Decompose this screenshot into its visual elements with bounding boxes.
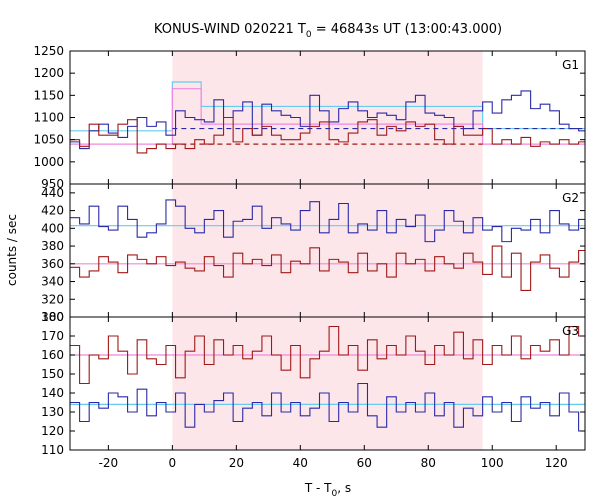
y-tick-label: 1150 xyxy=(33,88,64,102)
y-tick-label: 380 xyxy=(41,239,64,253)
y-tick-label: 360 xyxy=(41,257,64,271)
xlabel-prefix: T - T xyxy=(304,481,332,495)
panel-label: G2 xyxy=(562,191,579,205)
xlabel-subscript: 0 xyxy=(332,489,338,499)
x-tick-label: 20 xyxy=(229,456,244,470)
xlabel-suffix: , s xyxy=(337,481,351,495)
y-tick-label: 950 xyxy=(41,177,64,191)
y-tick-label: 170 xyxy=(41,329,64,343)
x-tick-label: 40 xyxy=(293,456,308,470)
title-suffix: = 46843s UT (13:00:43.000) xyxy=(312,22,502,37)
y-tick-label: 320 xyxy=(41,292,64,306)
y-tick-label: 440 xyxy=(41,186,64,200)
title-prefix: KONUS-WIND 020221 T xyxy=(154,22,306,37)
x-tick-label: 60 xyxy=(357,456,372,470)
panel-label: G3 xyxy=(562,324,579,338)
x-tick-label: 100 xyxy=(481,456,504,470)
panel-g1: 950 1000 1050 1100 1150 1200 1250 G1 xyxy=(33,44,586,191)
y-tick-label: 140 xyxy=(41,386,64,400)
y-tick-label: 400 xyxy=(41,221,64,235)
y-tick-label: 1250 xyxy=(33,44,64,58)
y-tick-label: 300 xyxy=(41,310,64,324)
series-red xyxy=(70,245,585,291)
burst-interval-shade xyxy=(172,317,483,450)
y-tick-label: 1000 xyxy=(33,155,64,169)
x-axis-label: T - T0, s xyxy=(304,481,351,499)
burst-interval-shade xyxy=(172,184,483,317)
y-tick-label: 160 xyxy=(41,348,64,362)
series-red xyxy=(70,116,585,154)
y-tick-label: 1100 xyxy=(33,111,64,125)
x-tick-label: 0 xyxy=(169,456,177,470)
y-tick-label: 150 xyxy=(41,367,64,381)
y-tick-label: 120 xyxy=(41,424,64,438)
y-axis-label: counts / sec xyxy=(5,214,19,286)
y-tick-label: 180 xyxy=(41,310,64,324)
series-blue xyxy=(70,199,585,243)
y-tick-label: 340 xyxy=(41,275,64,289)
panels-group: 950100010501100115012001250G130032034036… xyxy=(33,44,586,470)
y-tick-label: 1050 xyxy=(33,133,64,147)
series-blue xyxy=(70,90,585,150)
series-red xyxy=(70,325,585,385)
title-subscript: 0 xyxy=(306,30,312,40)
panel-g3: 110 120 130 140 150 160 170 180 -20 0 20 40 60 80 100 1… xyxy=(41,310,586,470)
x-tick-label: 80 xyxy=(421,456,436,470)
panel-g2: 300 320 340 360 380 400 420 440 G2 xyxy=(41,183,586,324)
y-tick-label: 110 xyxy=(41,443,64,457)
series-blue xyxy=(70,382,585,432)
panel-plot-area xyxy=(70,199,585,291)
panel-label: G1 xyxy=(562,58,579,72)
y-tick-label: 130 xyxy=(41,405,64,419)
panel-frame xyxy=(69,316,586,451)
panel-plot-area xyxy=(70,81,585,154)
y-tick-label: 1200 xyxy=(33,66,64,80)
x-tick-label: 120 xyxy=(545,456,568,470)
burst-interval-shade xyxy=(172,51,483,184)
x-tick-label: -20 xyxy=(99,456,119,470)
y-tick-label: 420 xyxy=(41,204,64,218)
chart-title: KONUS-WIND 020221 T0 = 46843s UT (13:00:… xyxy=(154,22,502,40)
panel-plot-area xyxy=(70,325,585,432)
